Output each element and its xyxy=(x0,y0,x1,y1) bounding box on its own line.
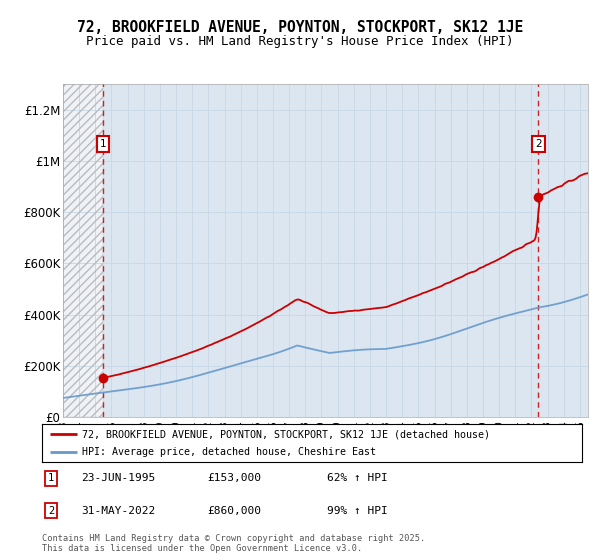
Text: 1: 1 xyxy=(48,473,54,483)
Text: £860,000: £860,000 xyxy=(207,506,261,516)
Text: 2: 2 xyxy=(535,139,542,149)
Text: 99% ↑ HPI: 99% ↑ HPI xyxy=(327,506,388,516)
Text: £153,000: £153,000 xyxy=(207,473,261,483)
Text: 23-JUN-1995: 23-JUN-1995 xyxy=(81,473,155,483)
Bar xyxy=(63,84,103,417)
Text: 72, BROOKFIELD AVENUE, POYNTON, STOCKPORT, SK12 1JE: 72, BROOKFIELD AVENUE, POYNTON, STOCKPOR… xyxy=(77,20,523,35)
Text: HPI: Average price, detached house, Cheshire East: HPI: Average price, detached house, Ches… xyxy=(83,447,377,457)
Text: Price paid vs. HM Land Registry's House Price Index (HPI): Price paid vs. HM Land Registry's House … xyxy=(86,35,514,48)
Text: 31-MAY-2022: 31-MAY-2022 xyxy=(81,506,155,516)
Text: 1: 1 xyxy=(100,139,106,149)
Text: 62% ↑ HPI: 62% ↑ HPI xyxy=(327,473,388,483)
Text: 72, BROOKFIELD AVENUE, POYNTON, STOCKPORT, SK12 1JE (detached house): 72, BROOKFIELD AVENUE, POYNTON, STOCKPOR… xyxy=(83,429,491,439)
Text: 2: 2 xyxy=(48,506,54,516)
Text: Contains HM Land Registry data © Crown copyright and database right 2025.
This d: Contains HM Land Registry data © Crown c… xyxy=(42,534,425,553)
Bar xyxy=(63,84,103,417)
